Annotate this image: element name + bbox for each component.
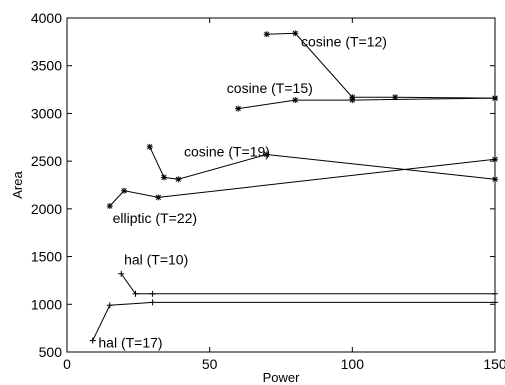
series-annotation: cosine (T=19) — [184, 143, 270, 159]
series-line — [238, 97, 496, 110]
data-point — [106, 302, 113, 309]
series-line — [109, 158, 496, 207]
series-annotation: cosine (T=12) — [301, 34, 387, 50]
series-annotation: elliptic (T=22) — [113, 210, 197, 226]
data-point — [149, 290, 156, 297]
y-tick-label: 3500 — [31, 58, 62, 74]
data-point — [175, 176, 182, 183]
data-point — [132, 290, 139, 297]
data-point — [235, 105, 242, 112]
data-point — [121, 187, 128, 194]
data-point — [146, 143, 153, 150]
y-tick-label: 2500 — [31, 153, 62, 169]
data-point — [263, 31, 270, 38]
series-line — [92, 301, 495, 341]
series-annotation: hal (T=17) — [98, 335, 162, 351]
series-annotation: cosine (T=15) — [227, 80, 313, 96]
data-point — [161, 174, 168, 181]
data-point — [292, 97, 299, 104]
data-point — [89, 337, 96, 344]
series-3 — [146, 143, 498, 183]
y-tick-label: 3000 — [31, 105, 62, 121]
data-point — [106, 202, 113, 209]
y-tick-label: 500 — [39, 344, 63, 360]
x-tick-label: 0 — [63, 356, 71, 372]
data-point — [492, 290, 498, 297]
data-point — [118, 270, 125, 277]
annotation-layer: cosine (T=12) cosine (T=15) cosine (T=19) e… — [98, 34, 387, 351]
data-point — [292, 30, 299, 37]
series-5 — [118, 270, 498, 297]
y-axis-label: Area — [10, 171, 25, 199]
x-axis-label: Power — [263, 370, 301, 385]
data-point — [263, 151, 270, 158]
y-tick-label: 1500 — [31, 249, 62, 265]
x-tick-label: 150 — [483, 356, 505, 372]
series-6 — [89, 299, 498, 344]
data-point — [349, 97, 356, 104]
data-point — [149, 299, 156, 306]
data-point — [492, 156, 498, 163]
x-tick-label: 100 — [341, 356, 365, 372]
y-tick-label: 2000 — [31, 201, 62, 217]
y-tick-label: 4000 — [31, 10, 62, 26]
plot-area-frame — [66, 17, 496, 353]
series-4 — [106, 156, 498, 209]
series-layer — [89, 30, 498, 344]
series-line — [120, 273, 495, 295]
x-tick-label: 50 — [202, 356, 218, 372]
y-tick-label: 1000 — [31, 296, 62, 312]
series-annotation: hal (T=10) — [124, 252, 188, 268]
data-point — [492, 299, 498, 306]
data-point — [492, 176, 498, 183]
series-2 — [235, 95, 498, 112]
data-point — [492, 95, 498, 102]
axis-ticks: 0 50 100 150 500 1000 1500 2000 2500 3000 3500 4000 — [31, 10, 505, 372]
data-point — [155, 194, 162, 201]
